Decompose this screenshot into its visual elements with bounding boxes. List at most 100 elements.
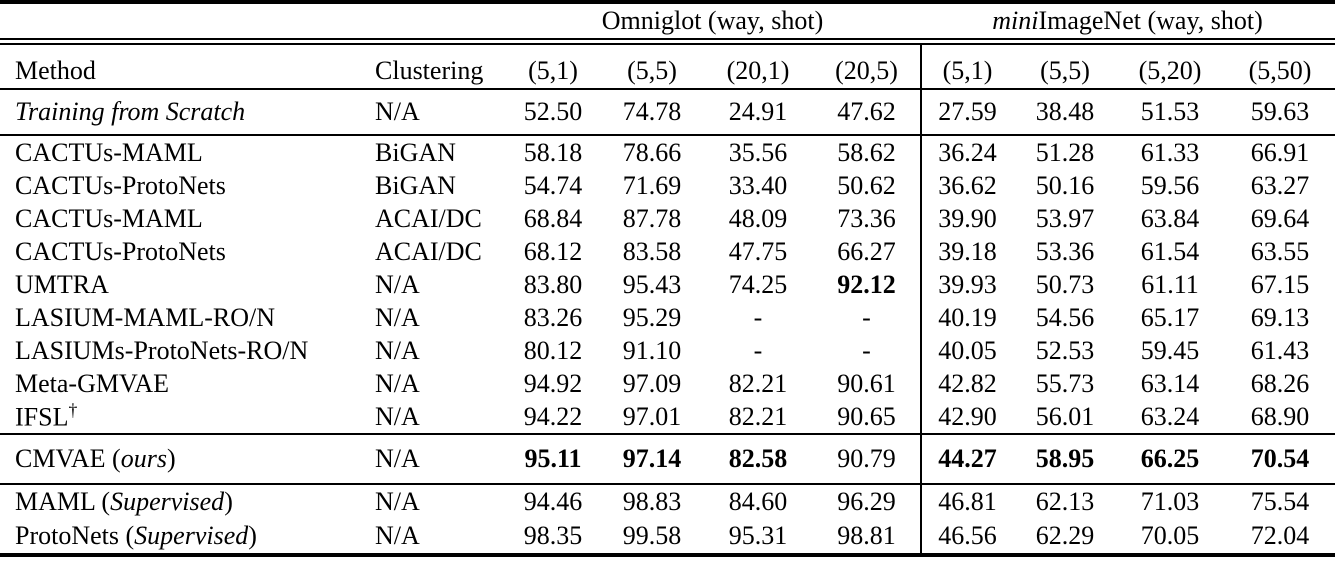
table-row: MAML (Supervised) N/A 94.46 98.83 84.60 96.29… — [0, 485, 1335, 519]
value-cell: 95.29 — [622, 302, 682, 332]
clustering-cell: N/A — [375, 302, 420, 332]
text-segment: CACTUs-ProtoNets — [15, 236, 226, 266]
value-cell: 95.11 — [524, 444, 582, 473]
top-rule — [0, 0, 1335, 4]
text-segment: LASIUMs-ProtoNets-RO/N — [15, 335, 309, 365]
value-cell: 44.27 — [938, 444, 997, 473]
column-header: (5,5) — [627, 55, 677, 85]
table-row: LASIUM-MAML-RO/N N/A 83.26 95.29 - - 40.19 54.5… — [0, 301, 1335, 334]
table-row: CMVAE (ours) N/A 95.11 97.14 82.58 90.79 44.27… — [0, 435, 1335, 483]
clustering-cell: N/A — [375, 444, 420, 473]
value-cell: 42.90 — [938, 401, 997, 431]
value-cell: 46.81 — [938, 487, 997, 516]
value-cell: 63.24 — [1140, 401, 1200, 431]
value-cell: 47.75 — [728, 236, 788, 266]
value-cell: 83.58 — [622, 236, 682, 266]
value-cell: - — [862, 302, 871, 332]
method-cell: UMTRA — [15, 269, 375, 299]
group-header-rule — [0, 38, 1335, 45]
value-cell: 75.54 — [1250, 487, 1310, 516]
table-row: CACTUs-ProtoNets BiGAN 54.74 71.69 33.40 50.6… — [0, 169, 1335, 202]
method-cell: LASIUMs-ProtoNets-RO/N — [15, 335, 375, 365]
method-cell: ProtoNets (Supervised) — [15, 523, 375, 549]
method-cell: CACTUs-MAML — [15, 205, 375, 232]
section-supervised: MAML (Supervised) N/A 94.46 98.83 84.60 96.29… — [0, 485, 1335, 553]
text-segment: UMTRA — [15, 269, 109, 299]
value-cell: 40.05 — [938, 335, 997, 365]
section-baseline: Training from Scratch N/A 52.50 74.78 24.91 4… — [0, 90, 1335, 134]
clustering-cell: N/A — [375, 368, 420, 398]
value-cell: 91.10 — [622, 335, 682, 365]
text-segment: Supervised — [134, 521, 249, 550]
column-header: (5,1) — [528, 55, 578, 85]
clustering-cell: N/A — [375, 487, 420, 516]
value-cell: 98.35 — [523, 521, 583, 550]
text-segment: ProtoNets ( — [15, 521, 135, 550]
column-header: (5,5) — [1040, 55, 1090, 85]
value-cell: 63.27 — [1250, 170, 1310, 200]
value-cell: 61.33 — [1140, 137, 1200, 167]
value-cell: 65.17 — [1140, 302, 1200, 332]
value-cell: 38.48 — [1035, 97, 1095, 126]
value-cell: 71.03 — [1140, 487, 1200, 516]
value-cell: 36.62 — [938, 170, 997, 200]
column-header: (20,1) — [726, 55, 790, 85]
value-cell: 63.84 — [1140, 203, 1200, 233]
column-header-row: Method Clustering (5,1) (5,5) (20,1) (20,5) (5… — [0, 45, 1335, 88]
value-cell: 94.22 — [523, 401, 583, 431]
value-cell: 68.12 — [523, 236, 583, 266]
table-row: Meta-GMVAE N/A 94.92 97.09 82.21 90.61 42.82 55… — [0, 367, 1335, 400]
value-cell: - — [862, 335, 871, 365]
value-cell: 39.93 — [938, 269, 997, 299]
group-header-mini-imagenet: miniImageNet (way, shot) — [920, 8, 1335, 34]
value-cell: 69.64 — [1250, 203, 1310, 233]
table-row: LASIUMs-ProtoNets-RO/N N/A 80.12 91.10 - - 40.… — [0, 334, 1335, 367]
column-header: (5,50) — [1248, 55, 1312, 85]
column-header: (5,1) — [942, 55, 993, 85]
section-rule — [0, 134, 1335, 136]
text-segment: Training from Scratch — [15, 97, 246, 126]
value-cell: 90.79 — [837, 444, 896, 473]
text-segment: CACTUs-ProtoNets — [15, 170, 226, 200]
value-cell: 82.21 — [728, 401, 788, 431]
value-cell: 66.25 — [1140, 444, 1200, 473]
value-cell: 42.82 — [938, 368, 997, 398]
clustering-cell: BiGAN — [375, 170, 456, 200]
value-cell: 69.13 — [1250, 302, 1310, 332]
value-cell: 39.18 — [938, 236, 997, 266]
clustering-cell: N/A — [375, 335, 420, 365]
value-cell: 27.59 — [938, 97, 997, 126]
text-segment: ours — [120, 444, 167, 473]
column-header: (5,20) — [1138, 55, 1202, 85]
value-cell: 58.95 — [1035, 444, 1095, 473]
table-row: ProtoNets (Supervised) N/A 98.35 99.58 95.31… — [0, 519, 1335, 553]
table-row: CACTUs-ProtoNets ACAI/DC 68.12 83.58 47.75 66… — [0, 235, 1335, 268]
value-cell: 58.18 — [523, 137, 583, 167]
clustering-cell: BiGAN — [375, 137, 456, 167]
value-cell: 51.28 — [1035, 137, 1095, 167]
value-cell: 68.90 — [1250, 401, 1310, 431]
value-cell: 78.66 — [622, 137, 682, 167]
value-cell: 35.56 — [728, 137, 788, 167]
value-cell: 74.25 — [728, 269, 788, 299]
clustering-cell: N/A — [375, 401, 420, 431]
value-cell: 70.05 — [1140, 521, 1200, 550]
value-cell: 83.80 — [523, 269, 583, 299]
value-cell: 62.29 — [1035, 521, 1095, 550]
value-cell: 80.12 — [523, 335, 583, 365]
value-cell: 92.12 — [837, 269, 896, 299]
text-segment: CACTUs-MAML — [15, 137, 203, 167]
value-cell: 66.27 — [837, 236, 896, 266]
value-cell: 66.91 — [1250, 137, 1310, 167]
value-cell: 99.58 — [622, 521, 682, 550]
value-cell: 46.56 — [938, 521, 997, 550]
method-cell: CACTUs-MAML — [15, 137, 375, 167]
value-cell: 52.50 — [523, 97, 583, 126]
table-row: Training from Scratch N/A 52.50 74.78 24.91 4… — [0, 90, 1335, 134]
value-cell: 61.11 — [1141, 269, 1199, 299]
value-cell: 73.36 — [837, 203, 896, 233]
value-cell: 52.53 — [1035, 335, 1095, 365]
value-cell: 95.31 — [728, 521, 788, 550]
value-cell: 98.83 — [622, 487, 682, 516]
value-cell: 68.84 — [523, 203, 583, 233]
